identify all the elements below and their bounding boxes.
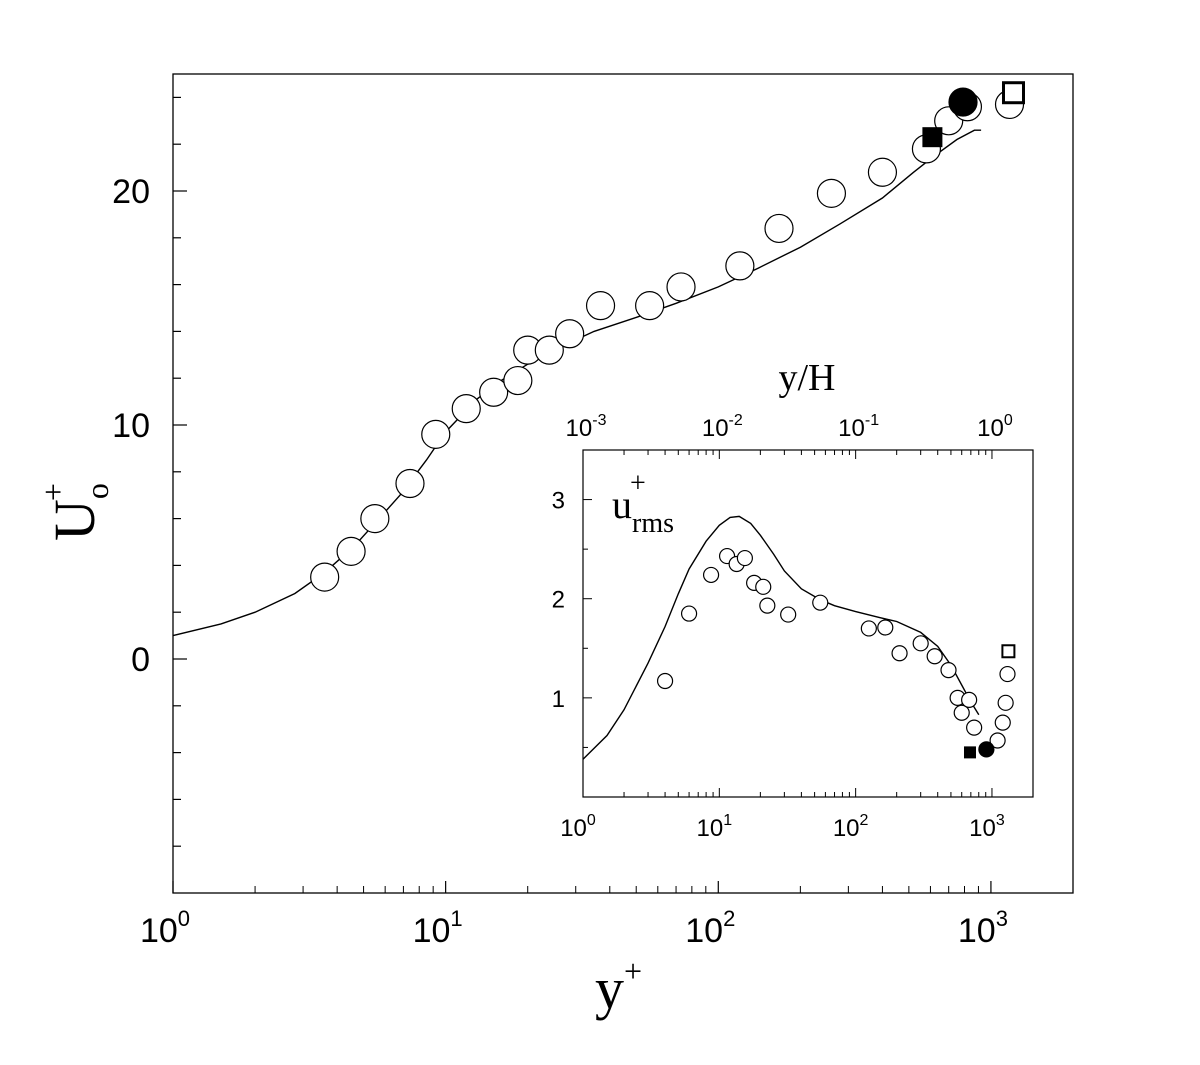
main-point-open-circle xyxy=(534,335,564,365)
inset-x-tick-label: 101 xyxy=(697,812,733,842)
main-point-open-circle xyxy=(451,394,481,424)
inset-point-open-circle xyxy=(736,549,753,567)
main-point-filled-square xyxy=(922,127,943,148)
y-axis-title: Uo+ xyxy=(35,483,115,541)
main-point-open-circle xyxy=(479,377,509,407)
main-axes: 100 101 102 103 0 10 20 xyxy=(112,73,1074,950)
y-tick-label: 20 xyxy=(112,173,150,211)
inset-top-tick-label: 10-2 xyxy=(702,412,743,442)
x-tick-label: 100 xyxy=(140,906,190,950)
main-point-open-circle xyxy=(635,291,665,321)
inset-point-open-circle xyxy=(912,635,929,652)
inset-top-tick-label: 100 xyxy=(977,412,1013,442)
inset-point-open-circle xyxy=(812,594,829,611)
x-axis-title: y+ xyxy=(595,953,642,1021)
inset-x-tick-label: 100 xyxy=(560,812,596,842)
inset-background xyxy=(583,450,1033,797)
inset-plot: 100 101 102 103 10-3 10-2 10-1 100 1 2 3 xyxy=(552,412,1034,842)
inset-point-open-circle xyxy=(759,597,776,614)
main-point-open-circle xyxy=(764,213,794,244)
main-point-open-circle xyxy=(503,365,533,396)
inset-point-open-circle xyxy=(997,694,1014,711)
inset-point-open-circle xyxy=(877,619,894,636)
main-point-open-circle xyxy=(867,157,898,187)
inset-point-open-circle xyxy=(891,645,908,662)
y-tick-label: 10 xyxy=(112,407,150,445)
inset-point-open-circle xyxy=(940,661,957,679)
inset-points-layer xyxy=(656,547,1016,759)
x-tick-label: 102 xyxy=(685,906,735,950)
inset-plot-frame xyxy=(582,449,1034,798)
inset-top-tick-label: 10-1 xyxy=(838,412,879,442)
inset-y-tick-label: 3 xyxy=(552,488,565,515)
main-point-open-square xyxy=(1001,81,1025,105)
inset-y-tick-label: 2 xyxy=(552,587,565,614)
main-point-open-circle xyxy=(816,178,847,208)
main-point-open-circle xyxy=(360,503,390,534)
inset-point-open-square xyxy=(1001,644,1016,659)
inset-top-axis-title: y/H xyxy=(779,357,836,399)
inset-point-open-circle xyxy=(966,719,983,736)
inset-x-tick-label: 102 xyxy=(833,812,869,842)
main-point-filled-circle xyxy=(948,87,978,117)
inset-top-tick-label: 10-3 xyxy=(566,412,607,442)
inset-point-open-circle xyxy=(989,732,1006,749)
inset-x-tick-label: 103 xyxy=(969,812,1005,842)
main-point-open-circle xyxy=(555,319,585,349)
inset-point-open-circle xyxy=(755,578,772,595)
main-points-layer xyxy=(310,81,1025,592)
inset-y-axis-title: urms+ xyxy=(612,468,674,539)
inset-curve-layer xyxy=(582,515,980,760)
y-tick-label: 0 xyxy=(131,641,150,679)
inset-point-open-circle xyxy=(926,648,943,665)
main-plot-frame xyxy=(172,73,1074,894)
main-plot: 100 101 102 103 0 10 20 xyxy=(112,73,1074,950)
inset-point-filled-circle xyxy=(978,741,995,758)
main-point-open-circle xyxy=(310,562,340,592)
inset-point-open-circle xyxy=(961,691,978,708)
main-point-open-circle xyxy=(336,536,366,566)
inset-point-open-circle xyxy=(780,606,797,623)
main-point-open-circle xyxy=(585,291,616,321)
x-tick-label: 103 xyxy=(958,906,1008,950)
inset-y-tick-label: 1 xyxy=(552,686,565,713)
inset-axes: 100 101 102 103 10-3 10-2 10-1 100 1 2 3 xyxy=(552,412,1034,842)
inset-point-open-circle xyxy=(656,672,674,690)
inset-point-filled-square xyxy=(963,746,976,759)
inset-point-open-circle xyxy=(994,714,1011,731)
inset-point-open-circle xyxy=(999,665,1016,683)
inset-point-open-circle xyxy=(680,605,698,622)
main-point-open-circle xyxy=(666,272,696,302)
x-tick-label: 101 xyxy=(413,906,463,950)
main-point-open-circle xyxy=(421,419,451,449)
main-point-open-circle xyxy=(725,251,755,281)
inset-series-line xyxy=(582,515,980,760)
inset-point-open-circle xyxy=(860,620,877,637)
inset-point-open-circle xyxy=(953,704,970,721)
inset-point-open-circle xyxy=(702,566,720,584)
main-point-open-circle xyxy=(395,468,425,499)
